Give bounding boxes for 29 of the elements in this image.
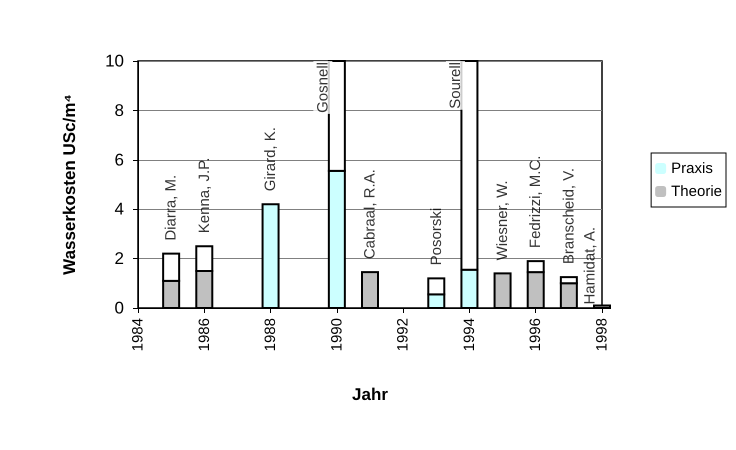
x-tick-label: 1994 xyxy=(460,318,478,352)
y-tick-label: 2 xyxy=(114,249,124,268)
y-tick-label: 0 xyxy=(114,298,124,318)
annotation: Kenna, J.P. xyxy=(196,158,213,234)
y-tick-label: 6 xyxy=(114,150,124,170)
annotation: Fedrizzi, M.C. xyxy=(527,156,544,248)
legend-label: Praxis xyxy=(671,160,713,177)
annotation: Wiesner, W. xyxy=(494,180,512,260)
x-axis-title: Jahr xyxy=(352,385,388,404)
annotation: Hamidat, A. xyxy=(582,226,598,305)
y-axis-title: Wasserkosten USc/m⁴ xyxy=(60,94,79,275)
x-tick-label: 1984 xyxy=(130,318,146,352)
x-tick-label: 1990 xyxy=(328,318,346,352)
x-tick-label: 1986 xyxy=(196,318,213,352)
legend-label: Theorie xyxy=(671,183,722,200)
annotation: Cabraal, R.A. xyxy=(362,169,378,260)
annotation: Girard, K. xyxy=(262,127,280,192)
annotation: Posorski xyxy=(428,208,445,266)
x-tick-label: 1996 xyxy=(527,318,544,352)
y-tick-label: 10 xyxy=(105,52,124,70)
y-tick-label: 8 xyxy=(114,100,124,120)
x-tick-label: 1988 xyxy=(262,318,280,352)
annotation: Gosnell xyxy=(314,62,332,113)
annotation: Diarra, M. xyxy=(162,174,180,241)
annotation: Sourell xyxy=(446,62,464,109)
x-tick-label: 1998 xyxy=(594,318,610,352)
x-tick-label: 1992 xyxy=(394,318,412,352)
y-tick-label: 4 xyxy=(114,200,124,219)
annotation: Branscheid, V. xyxy=(560,168,578,264)
